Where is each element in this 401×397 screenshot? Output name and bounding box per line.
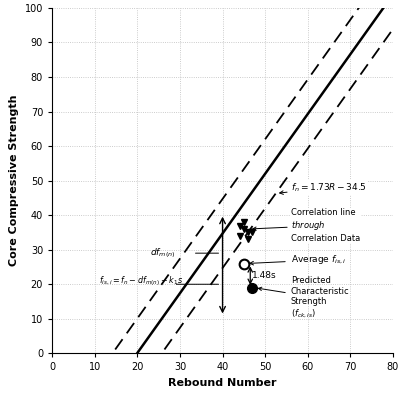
Text: 1.48s: 1.48s [252, 271, 277, 280]
Text: Average $f_{is,i}$: Average $f_{is,i}$ [250, 254, 346, 266]
Y-axis label: Core Compressive Strength: Core Compressive Strength [9, 95, 19, 266]
Text: Correlation line
$through$
Correlation Data: Correlation line $through$ Correlation D… [253, 208, 360, 243]
Text: Predicted
Characteristic
Strength
$(f_{ck,is})$: Predicted Characteristic Strength $(f_{c… [258, 276, 349, 320]
X-axis label: Rebound Number: Rebound Number [168, 378, 277, 388]
Text: $f_n=1.73R-34.5$: $f_n=1.73R-34.5$ [279, 181, 367, 195]
Text: $df_{m(n)}$: $df_{m(n)}$ [150, 246, 176, 260]
Text: $f_{is,i}=f_n-df_{m(n)}-k_1s$: $f_{is,i}=f_n-df_{m(n)}-k_1s$ [99, 274, 183, 288]
